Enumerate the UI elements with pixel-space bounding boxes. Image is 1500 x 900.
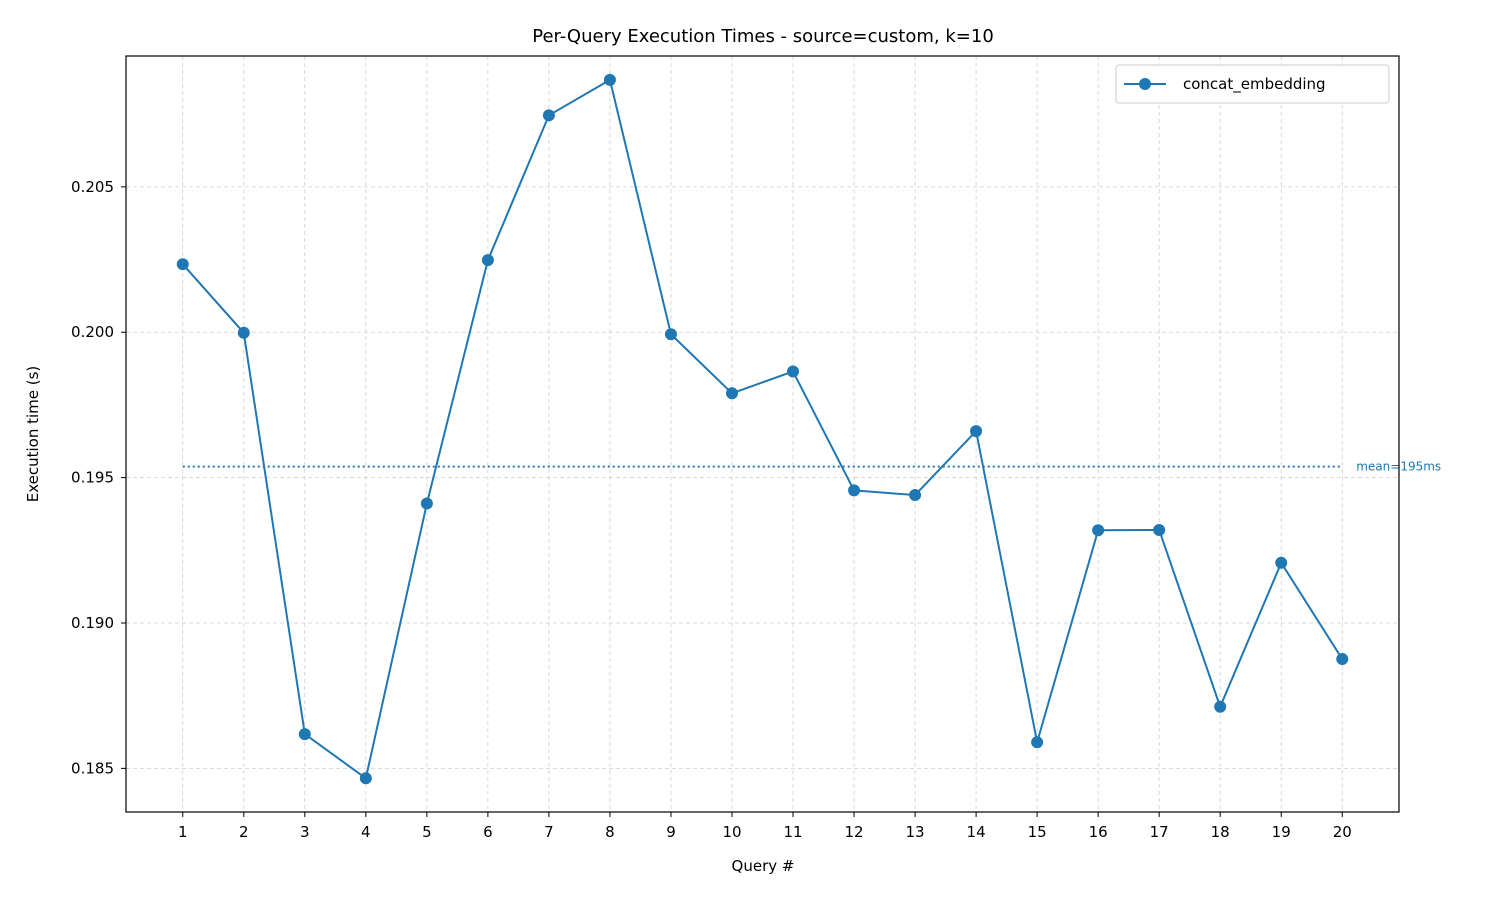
y-axis-title: Execution time (s) <box>24 366 42 503</box>
data-point <box>420 497 433 510</box>
x-tick-label: 9 <box>666 823 676 841</box>
x-tick-label: 11 <box>783 823 802 841</box>
data-point <box>909 489 922 502</box>
chart-title: Per-Query Execution Times - source=custo… <box>532 26 994 47</box>
data-point <box>237 326 250 339</box>
data-point <box>725 387 738 400</box>
data-point <box>1153 523 1166 536</box>
data-point <box>1275 556 1288 569</box>
x-tick-label: 15 <box>1028 823 1047 841</box>
x-tick-label: 19 <box>1272 823 1291 841</box>
y-tick-label: 0.195 <box>71 469 114 487</box>
x-tick-label: 7 <box>544 823 554 841</box>
x-tick-label: 12 <box>844 823 863 841</box>
x-tick-label: 5 <box>422 823 432 841</box>
data-point <box>970 425 983 438</box>
x-tick-label: 10 <box>722 823 741 841</box>
x-tick-label: 16 <box>1089 823 1108 841</box>
x-tick-label: 6 <box>483 823 493 841</box>
x-axis-ticks: 1 2 3 4 5 6 7 8 9 10 11 12 13 14 15 16 17 18 19 20 <box>178 812 1352 841</box>
x-tick-label: 17 <box>1150 823 1169 841</box>
y-axis-ticks: 0.185 0.190 0.195 0.200 0.205 <box>71 178 126 777</box>
data-point <box>359 772 372 785</box>
x-tick-label: 1 <box>178 823 188 841</box>
series-group <box>176 73 1349 785</box>
legend-box <box>1115 64 1390 104</box>
plot-frame <box>125 55 1400 813</box>
x-tick-label: 3 <box>300 823 310 841</box>
x-tick-label: 8 <box>605 823 615 841</box>
x-tick-label: 14 <box>967 823 986 841</box>
data-point <box>664 328 677 341</box>
x-tick-label: 13 <box>906 823 925 841</box>
y-tick-label: 0.200 <box>71 323 114 341</box>
data-point <box>787 365 800 378</box>
data-point <box>542 109 555 122</box>
data-point <box>176 258 189 271</box>
data-point <box>1092 524 1105 537</box>
legend-marker-sample <box>1139 78 1151 90</box>
series-line <box>182 78 1344 780</box>
x-tick-label: 4 <box>361 823 371 841</box>
data-point <box>1214 700 1227 713</box>
data-point <box>481 254 494 267</box>
legend-entry-label: concat_embedding <box>1183 75 1326 94</box>
y-tick-label: 0.205 <box>71 178 114 196</box>
x-tick-label: 18 <box>1211 823 1230 841</box>
x-tick-label: 20 <box>1333 823 1352 841</box>
data-point <box>848 484 861 497</box>
data-point <box>1031 736 1044 749</box>
y-tick-label: 0.185 <box>71 759 114 777</box>
x-tick-label: 2 <box>239 823 249 841</box>
legend: concat_embedding <box>1115 64 1390 104</box>
y-tick-label: 0.190 <box>71 614 114 632</box>
data-point <box>298 728 311 741</box>
x-axis-title: Query # <box>732 857 795 875</box>
data-point <box>1336 653 1349 666</box>
data-point <box>603 73 616 86</box>
